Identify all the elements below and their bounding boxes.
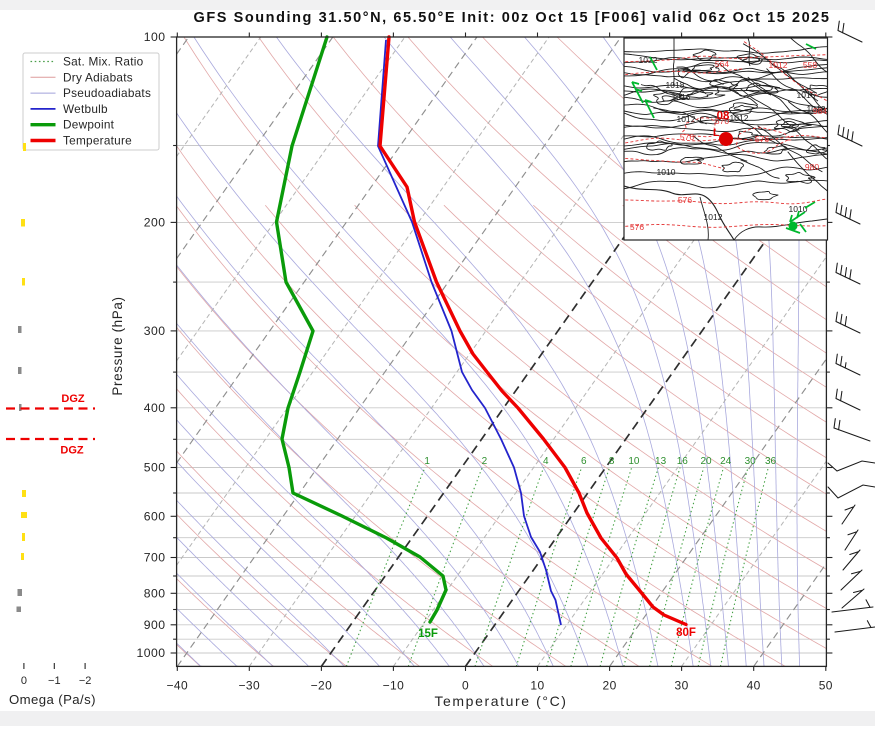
svg-text:1010: 1010: [657, 167, 676, 177]
svg-text:Temperature (°C): Temperature (°C): [434, 693, 567, 709]
svg-text:1010: 1010: [789, 204, 808, 214]
svg-text:576: 576: [755, 134, 769, 144]
svg-text:1016: 1016: [797, 90, 816, 100]
svg-text:900: 900: [144, 618, 166, 632]
svg-text:2: 2: [482, 456, 488, 467]
svg-text:1012: 1012: [677, 114, 696, 124]
svg-text:15F: 15F: [418, 628, 438, 640]
svg-text:Temperature: Temperature: [63, 134, 132, 148]
svg-text:0: 0: [21, 675, 27, 687]
svg-text:DGZ: DGZ: [60, 445, 84, 457]
svg-text:Dewpoint: Dewpoint: [63, 118, 115, 132]
svg-text:−40: −40: [167, 678, 189, 692]
svg-text:10: 10: [628, 456, 640, 467]
svg-text:1000: 1000: [136, 646, 165, 660]
svg-text:24: 24: [720, 456, 732, 467]
svg-text:1012: 1012: [769, 60, 788, 70]
svg-text:−1: −1: [48, 675, 61, 687]
svg-text:4: 4: [543, 456, 549, 467]
svg-text:8: 8: [609, 456, 615, 467]
svg-text:Dry Adiabats: Dry Adiabats: [63, 70, 133, 84]
svg-text:576: 576: [678, 195, 692, 205]
svg-text:36: 36: [765, 456, 777, 467]
svg-text:40: 40: [747, 678, 761, 692]
svg-text:DGZ: DGZ: [61, 393, 85, 405]
svg-text:13: 13: [655, 456, 667, 467]
svg-text:20: 20: [603, 678, 617, 692]
svg-text:500: 500: [144, 461, 166, 475]
svg-text:16: 16: [677, 456, 689, 467]
svg-text:1012: 1012: [704, 212, 723, 222]
svg-text:570: 570: [715, 116, 729, 126]
svg-text:−20: −20: [311, 678, 333, 692]
svg-text:−2: −2: [79, 675, 92, 687]
svg-text:6: 6: [581, 456, 587, 467]
svg-text:08: 08: [717, 111, 730, 123]
svg-text:30: 30: [745, 456, 757, 467]
svg-text:1022: 1022: [639, 55, 658, 65]
svg-text:576: 576: [630, 222, 644, 232]
svg-text:558: 558: [803, 60, 817, 70]
svg-text:300: 300: [144, 324, 166, 338]
svg-text:GFS Sounding 31.50°N, 65.50°E: GFS Sounding 31.50°N, 65.50°E Init: 00z …: [193, 10, 830, 26]
svg-text:400: 400: [144, 401, 166, 415]
svg-text:1012: 1012: [807, 104, 826, 114]
svg-text:L: L: [713, 128, 719, 139]
svg-text:0: 0: [462, 678, 469, 692]
svg-text:10: 10: [530, 678, 544, 692]
svg-text:80F: 80F: [676, 627, 696, 639]
svg-text:600: 600: [144, 509, 166, 523]
svg-text:−30: −30: [239, 678, 261, 692]
svg-text:30: 30: [675, 678, 689, 692]
svg-text:564: 564: [715, 59, 729, 69]
svg-text:50: 50: [819, 678, 833, 692]
svg-text:Sat. Mix. Ratio: Sat. Mix. Ratio: [63, 55, 144, 69]
svg-text:100: 100: [144, 30, 166, 44]
svg-text:−10: −10: [383, 678, 405, 692]
svg-text:576: 576: [680, 132, 694, 142]
svg-text:980: 980: [805, 162, 819, 172]
svg-text:984: 984: [813, 106, 827, 116]
svg-text:20: 20: [700, 456, 712, 467]
svg-text:200: 200: [144, 215, 166, 229]
svg-text:800: 800: [144, 586, 166, 600]
svg-text:1012: 1012: [730, 113, 749, 123]
svg-text:1016: 1016: [672, 92, 691, 102]
svg-text:Pseudoadiabats: Pseudoadiabats: [63, 86, 151, 100]
svg-text:700: 700: [144, 551, 166, 565]
svg-text:Pressure (hPa): Pressure (hPa): [110, 296, 125, 395]
svg-text:Wetbulb: Wetbulb: [63, 102, 108, 116]
svg-text:1: 1: [424, 456, 430, 467]
svg-text:1018: 1018: [666, 80, 685, 90]
svg-text:Omega (Pa/s): Omega (Pa/s): [9, 692, 96, 707]
